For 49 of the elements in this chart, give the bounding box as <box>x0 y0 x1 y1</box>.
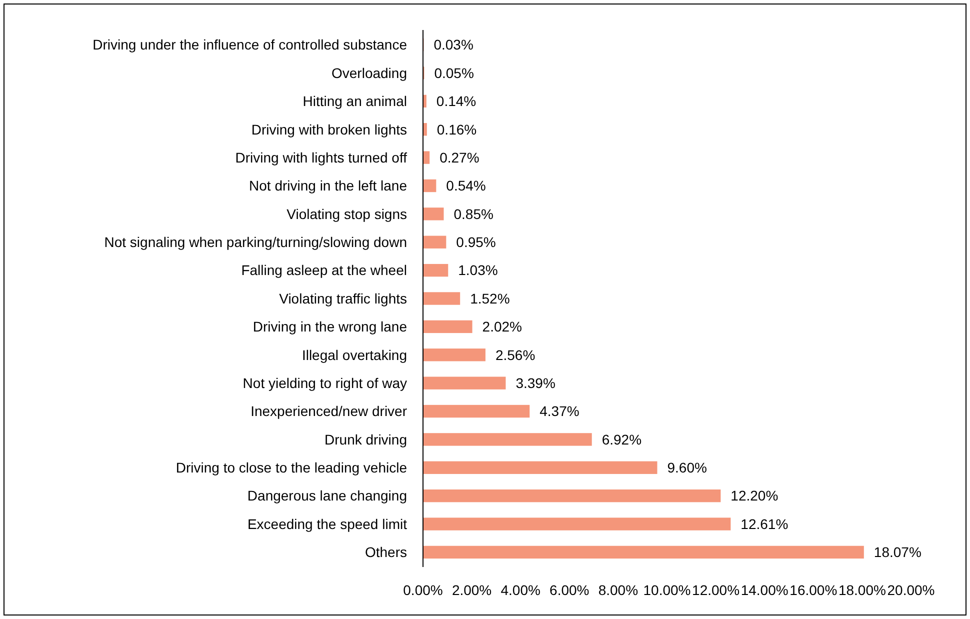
y-tick-label: Not driving in the left lane <box>249 178 408 194</box>
data-label: 1.52% <box>470 290 510 306</box>
data-label: 0.27% <box>440 149 480 166</box>
y-tick-label: Overloading <box>332 64 407 81</box>
x-tick-label: 6.00% <box>550 582 590 598</box>
x-tick-label: 12.00% <box>692 582 740 598</box>
y-tick-label: Driving in the wrong lane <box>252 318 408 335</box>
data-label: 0.95% <box>456 234 496 250</box>
y-tick-label: Dangerous lane changing <box>247 488 407 504</box>
data-label: 0.54% <box>446 178 486 194</box>
data-label: 1.03% <box>458 262 498 278</box>
y-tick-label: Driving to close to the leading vehicle <box>176 460 408 476</box>
x-tick-label: 10.00% <box>643 582 691 598</box>
y-tick-label: Drunk driving <box>324 431 407 448</box>
data-label: 0.14% <box>436 93 476 110</box>
y-tick-label: Driving with lights turned off <box>235 149 408 166</box>
x-tick-label: 16.00% <box>790 582 838 598</box>
data-label: 12.61% <box>740 516 788 532</box>
y-tick-label: Driving under the influence of controlled substance <box>92 36 408 53</box>
y-tick-label: Violating stop signs <box>286 206 407 222</box>
data-label: 0.05% <box>434 64 474 81</box>
data-label: 18.07% <box>874 544 922 560</box>
y-tick-label: Violating traffic lights <box>279 290 407 306</box>
x-tick-label: 4.00% <box>500 582 540 598</box>
data-label: 0.03% <box>434 36 474 53</box>
y-tick-label: Others <box>364 544 407 560</box>
x-tick-label: 8.00% <box>598 582 638 598</box>
y-tick-label: Not yielding to right of way <box>242 374 407 391</box>
data-label: 0.16% <box>436 121 477 138</box>
y-tick-label: Illegal overtaking <box>302 346 407 363</box>
x-tick-label: 2.00% <box>452 582 492 598</box>
y-tick-label: Falling asleep at the wheel <box>241 262 407 278</box>
data-label: 6.92% <box>602 431 642 448</box>
x-tick-label: 20.00% <box>887 582 935 598</box>
data-label: 0.85% <box>454 206 494 222</box>
x-tick-label: 14.00% <box>740 582 788 598</box>
data-label: 9.60% <box>667 460 707 476</box>
data-label: 2.56% <box>495 346 536 363</box>
data-label: 2.02% <box>482 318 522 335</box>
y-tick-label: Hitting an animal <box>302 93 407 110</box>
x-tick-label: 18.00% <box>838 582 886 598</box>
data-label: 3.39% <box>516 374 556 391</box>
data-label: 4.37% <box>540 403 580 420</box>
x-tick-label: 0.00% <box>403 582 443 598</box>
y-tick-label: Inexperienced/new driver <box>250 403 408 420</box>
data-label: 12.20% <box>730 488 778 504</box>
y-tick-label: Driving with broken lights <box>251 121 407 138</box>
y-tick-label: Not signaling when parking/turning/slowing down <box>104 234 407 250</box>
y-tick-label: Exceeding the speed limit <box>247 516 408 532</box>
